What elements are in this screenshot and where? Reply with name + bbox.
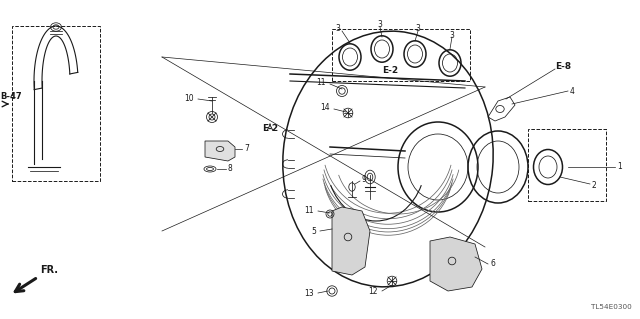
Bar xyxy=(528,129,606,201)
Text: 9: 9 xyxy=(362,174,367,183)
Text: FR.: FR. xyxy=(40,265,58,275)
Text: 8: 8 xyxy=(228,165,233,174)
Text: E-2: E-2 xyxy=(262,124,278,133)
Text: 6: 6 xyxy=(490,259,495,269)
Text: 3: 3 xyxy=(449,31,454,40)
Text: 14: 14 xyxy=(321,103,330,113)
Bar xyxy=(332,29,470,81)
Text: 3: 3 xyxy=(335,25,340,33)
Text: TL54E0300: TL54E0300 xyxy=(591,304,632,310)
Text: E-2: E-2 xyxy=(382,66,398,76)
Text: B-47: B-47 xyxy=(0,93,22,101)
Text: 7: 7 xyxy=(244,145,249,153)
Text: 2: 2 xyxy=(592,182,596,190)
Text: 11: 11 xyxy=(317,78,326,87)
Polygon shape xyxy=(332,207,370,275)
Text: 10: 10 xyxy=(184,94,194,103)
Text: 5: 5 xyxy=(311,226,316,235)
Bar xyxy=(12,26,100,181)
Text: 3: 3 xyxy=(415,25,420,33)
Polygon shape xyxy=(430,237,482,291)
Text: 13: 13 xyxy=(305,290,314,299)
Text: 3: 3 xyxy=(378,20,383,29)
Text: 1: 1 xyxy=(617,162,621,172)
Text: 11: 11 xyxy=(305,206,314,216)
Text: 12: 12 xyxy=(369,287,378,296)
Text: 4: 4 xyxy=(570,86,575,95)
Text: E-8: E-8 xyxy=(555,63,571,71)
Polygon shape xyxy=(205,141,235,161)
